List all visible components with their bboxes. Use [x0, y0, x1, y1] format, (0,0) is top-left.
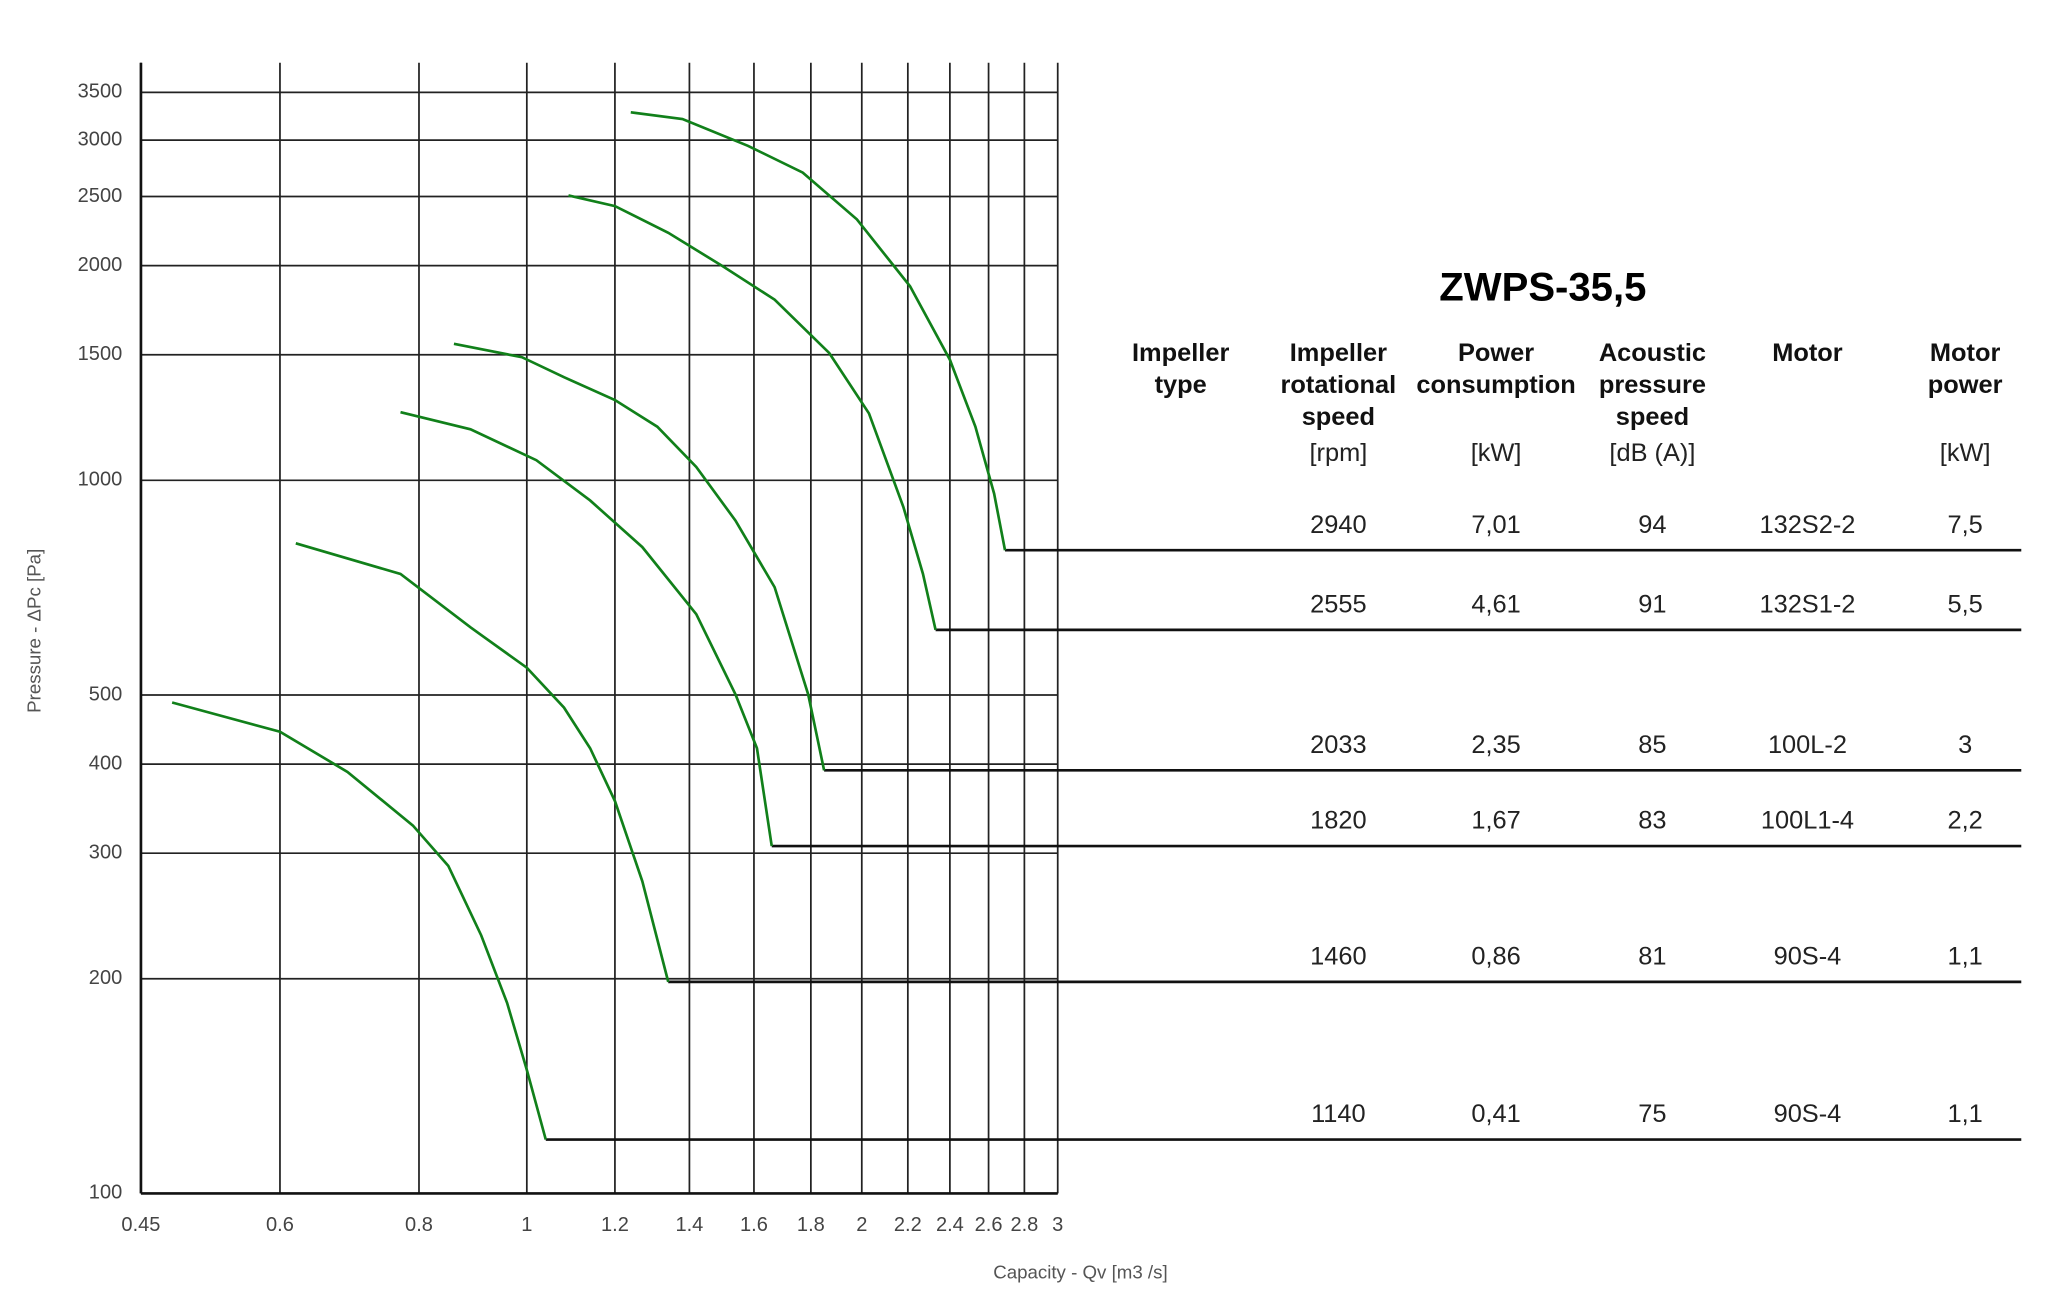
curve: [295, 542, 670, 983]
x-tick-label: 2.2: [894, 1214, 922, 1236]
column-header: speed: [1616, 403, 1689, 431]
y-tick-label: 3000: [78, 128, 123, 150]
curve: [630, 111, 1007, 551]
column-header: Motor: [1772, 339, 1843, 367]
column-header: type: [1155, 371, 1207, 399]
table-cell: 1460: [1310, 943, 1366, 971]
column-header: Impeller: [1132, 339, 1229, 367]
x-tick-label: 0.8: [405, 1214, 433, 1236]
column-header: speed: [1302, 403, 1375, 431]
x-tick-label: 1.4: [675, 1214, 703, 1236]
table-cell: 1820: [1310, 807, 1366, 835]
x-tick-label: 2.6: [975, 1214, 1003, 1236]
curve: [171, 701, 548, 1140]
table-cell: 1,67: [1471, 807, 1520, 835]
y-axis-label: Pressure - ΔPc [Pa]: [23, 549, 44, 713]
curve: [400, 410, 774, 847]
column-header: pressure: [1599, 371, 1706, 399]
table-cell: 7,5: [1948, 511, 1983, 539]
table-cell: 132S2-2: [1759, 511, 1855, 539]
y-tick-label: 300: [89, 841, 122, 863]
table-cell: 1140: [1311, 1100, 1366, 1128]
x-tick-label: 1.8: [797, 1214, 825, 1236]
column-header: Power: [1458, 339, 1534, 367]
curve: [453, 342, 826, 771]
column-header: Motor: [1930, 339, 2001, 367]
column-header: power: [1928, 371, 2003, 399]
table-cell: 94: [1638, 511, 1666, 539]
table-cell: 100L-2: [1768, 731, 1847, 759]
y-tick-label: 500: [89, 683, 122, 705]
y-tick-label: 1000: [78, 469, 123, 491]
table-cell: 4,61: [1471, 591, 1520, 619]
table-cell: 2555: [1310, 591, 1366, 619]
table-cell: 2940: [1310, 511, 1366, 539]
table-cell: 100L1-4: [1761, 807, 1854, 835]
column-unit: [kW]: [1940, 439, 1991, 467]
table-title: ZWPS-35,5: [1439, 266, 1646, 310]
table-cell: 2,35: [1471, 731, 1520, 759]
y-tick-label: 400: [89, 752, 122, 774]
x-axis-label: Capacity - Qv [m3 /s]: [993, 1262, 1167, 1283]
table-cell: 0,41: [1471, 1100, 1520, 1128]
table-cell: 7,01: [1471, 511, 1520, 539]
table-cell: 85: [1638, 731, 1666, 759]
column-header: rotational: [1281, 371, 1397, 399]
x-tick-label: 1.2: [601, 1214, 629, 1236]
x-tick-label: 2: [856, 1214, 867, 1236]
x-tick-label: 3: [1052, 1214, 1063, 1236]
y-tick-label: 1500: [78, 343, 123, 365]
column-header: consumption: [1416, 371, 1575, 399]
table-cell: 0,86: [1471, 943, 1520, 971]
table-cell: 83: [1638, 807, 1666, 835]
y-tick-label: 200: [89, 967, 122, 989]
table-cell: 81: [1638, 943, 1666, 971]
x-tick-label: 1: [521, 1214, 532, 1236]
y-tick-label: 100: [89, 1182, 122, 1204]
column-unit: [rpm]: [1309, 439, 1367, 467]
table-cell: 1,1: [1948, 1100, 1983, 1128]
x-tick-label: 2.8: [1010, 1214, 1038, 1236]
x-tick-label: 1.6: [740, 1214, 768, 1236]
table-cell: 1,1: [1948, 943, 1983, 971]
table-cell: 75: [1638, 1100, 1666, 1128]
table-cell: 132S1-2: [1759, 591, 1855, 619]
column-header: Impeller: [1290, 339, 1387, 367]
table-cell: 90S-4: [1774, 1100, 1842, 1128]
x-tick-label: 0.45: [121, 1214, 160, 1236]
column-header: Acoustic: [1599, 339, 1706, 367]
column-unit: [kW]: [1471, 439, 1522, 467]
table-cell: 91: [1638, 591, 1666, 619]
curve: [568, 194, 937, 631]
table-cell: 3: [1958, 731, 1972, 759]
y-tick-label: 2500: [78, 185, 123, 207]
table-cell: 5,5: [1948, 591, 1983, 619]
x-tick-label: 2.4: [936, 1214, 964, 1236]
table-cell: 2033: [1310, 731, 1366, 759]
table-cell: 90S-4: [1774, 943, 1842, 971]
x-tick-label: 0.6: [266, 1214, 294, 1236]
table-cell: 2,2: [1948, 807, 1983, 835]
y-tick-label: 3500: [78, 81, 123, 103]
column-unit: [dB (A)]: [1609, 439, 1695, 467]
y-tick-label: 2000: [78, 254, 123, 276]
